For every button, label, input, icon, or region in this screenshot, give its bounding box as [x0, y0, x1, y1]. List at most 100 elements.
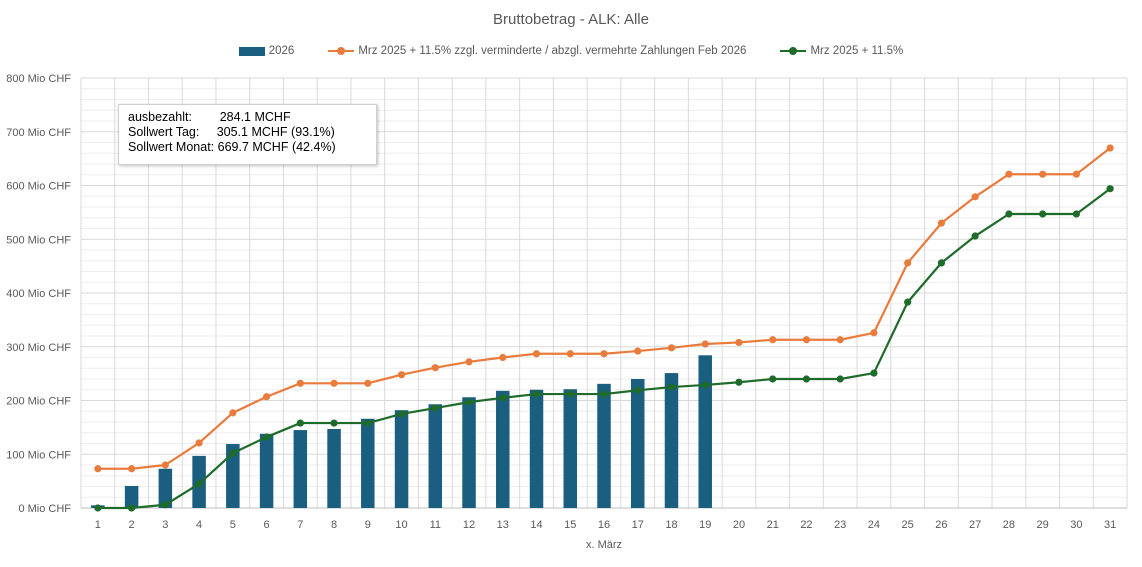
x-tick-label: 23	[834, 519, 846, 531]
x-tick-label: 14	[530, 519, 542, 531]
data-point	[1072, 170, 1080, 178]
x-tick-label: 8	[331, 519, 337, 531]
x-tick-label: 2	[129, 519, 135, 531]
data-point	[836, 336, 844, 344]
x-tick-label: 31	[1104, 519, 1116, 531]
legend-label: Mrz 2025 + 11.5%	[810, 45, 904, 57]
data-point	[701, 340, 709, 348]
annotation-line: Sollwert Monat: 669.7 MCHF (42.4%)	[128, 140, 336, 154]
x-tick-label: 11	[430, 519, 441, 531]
data-point	[937, 259, 946, 267]
data-point	[600, 390, 608, 398]
bar	[428, 404, 443, 508]
x-tick-label: 24	[868, 519, 880, 531]
data-point	[836, 375, 844, 383]
data-point	[904, 298, 912, 306]
x-tick-label: 3	[162, 519, 168, 531]
bar	[259, 433, 274, 508]
data-point	[229, 409, 237, 417]
y-tick-label: 400 Mio CHF	[6, 288, 71, 300]
annotation-line: Sollwert Tag: 305.1 MCHF (93.1%)	[128, 125, 335, 139]
x-tick-label: 19	[699, 519, 711, 531]
bar	[158, 468, 173, 508]
x-axis-label: x. März	[586, 539, 622, 551]
data-point	[94, 504, 102, 512]
data-point	[128, 465, 136, 473]
data-point	[870, 329, 878, 337]
data-point	[971, 232, 979, 240]
data-point	[769, 336, 777, 344]
data-point	[1039, 170, 1047, 178]
data-point	[870, 369, 878, 377]
data-point	[330, 419, 338, 427]
data-point	[364, 419, 372, 427]
legend-swatch	[238, 46, 265, 56]
y-tick-label: 200 Mio CHF	[6, 396, 71, 408]
y-tick-label: 700 Mio CHF	[6, 127, 71, 139]
x-tick-label: 26	[935, 519, 947, 531]
x-tick-label: 6	[264, 519, 270, 531]
data-point	[499, 394, 507, 402]
data-point	[566, 390, 574, 398]
data-point	[397, 410, 406, 418]
data-point	[262, 433, 271, 441]
data-point	[262, 393, 271, 401]
x-tick-label: 29	[1037, 519, 1049, 531]
x-tick-label: 16	[598, 519, 610, 531]
bar	[462, 397, 476, 508]
x-tick-label: 15	[564, 519, 576, 531]
data-point	[296, 419, 304, 427]
legend-item-bar: 2026	[238, 45, 295, 57]
bar	[698, 355, 712, 508]
data-point	[802, 375, 811, 383]
bar	[630, 379, 645, 508]
data-point	[769, 375, 777, 383]
data-point	[701, 381, 709, 389]
data-point	[600, 350, 608, 358]
x-tick-label: 30	[1070, 519, 1082, 531]
data-point	[296, 379, 304, 387]
x-tick-label: 21	[767, 519, 779, 531]
x-tick-label: 12	[463, 519, 475, 531]
legend-item-orange: Mrz 2025 + 11.5% zzgl. verminderte / abz…	[328, 45, 746, 57]
x-tick-label: 4	[196, 519, 202, 531]
data-point	[802, 336, 811, 344]
data-point	[330, 379, 338, 387]
data-point	[1106, 185, 1114, 193]
x-tick-label: 10	[395, 519, 407, 531]
annotation-line: ausbezahlt: 284.1 MCHF	[128, 110, 291, 124]
x-tick-label: 27	[969, 519, 981, 531]
bar	[293, 430, 308, 508]
bar	[124, 485, 139, 508]
data-point	[904, 259, 912, 267]
data-point	[1072, 210, 1080, 218]
data-point	[195, 480, 203, 488]
x-tick-label: 18	[665, 519, 677, 531]
y-tick-label: 0 Mio CHF	[18, 503, 71, 515]
y-tick-label: 500 Mio CHF	[6, 234, 71, 246]
data-point	[971, 193, 979, 201]
data-point	[229, 449, 237, 457]
data-point	[735, 338, 743, 347]
data-point	[94, 465, 102, 473]
data-point	[667, 344, 676, 352]
data-point	[431, 404, 439, 412]
data-point	[1005, 210, 1013, 218]
data-point	[431, 364, 439, 372]
bar	[597, 383, 611, 508]
data-point	[195, 439, 203, 447]
data-point	[1005, 170, 1013, 178]
bar	[226, 444, 240, 508]
bar	[664, 373, 679, 508]
data-point	[667, 383, 676, 391]
legend-label: 2026	[268, 45, 295, 57]
x-tick-label: 9	[365, 519, 371, 531]
y-tick-label: 100 Mio CHF	[6, 449, 71, 461]
data-point	[566, 350, 574, 358]
data-point	[532, 350, 541, 358]
bar	[394, 410, 409, 508]
legend: 2026 Mrz 2025 + 11.5% zzgl. verminderte …	[0, 45, 1142, 57]
data-point	[465, 358, 473, 366]
bar	[529, 389, 544, 508]
